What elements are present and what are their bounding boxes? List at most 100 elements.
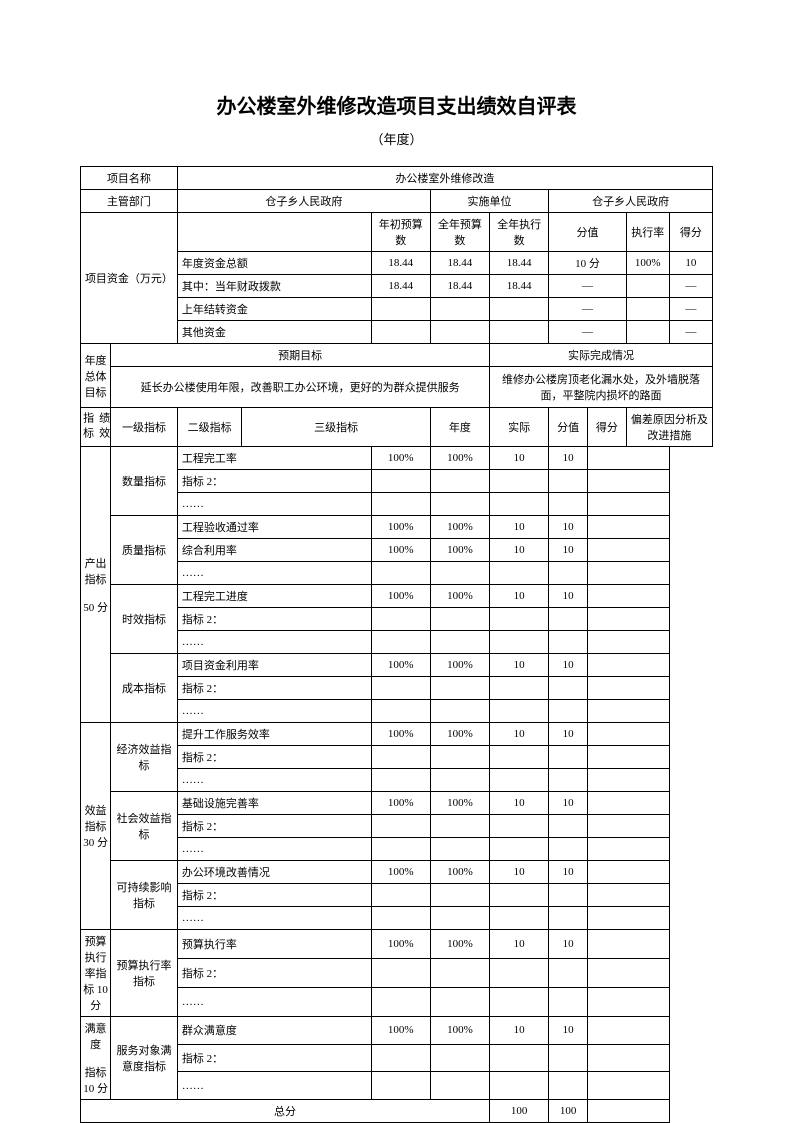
deviation-cell [587, 677, 669, 700]
label-supervisor: 主管部门 [81, 190, 178, 213]
level2-cell: 经济效益指标 [111, 723, 178, 792]
fenzhi-cell: 10 [490, 1017, 549, 1045]
level3-cell: 指标 2： [177, 815, 371, 838]
fund-r3-label: 其他资金 [177, 321, 371, 344]
deviation-cell [587, 838, 669, 861]
fenzhi-cell [490, 884, 549, 907]
level3-cell: 办公环境改善情况 [177, 861, 371, 884]
defen-cell: 10 [549, 1017, 588, 1045]
actual-cell [430, 608, 489, 631]
deviation-cell [587, 447, 669, 470]
year-target-cell: 100% [371, 654, 430, 677]
level1-cell: 满意度 指标 10 分 [81, 1017, 111, 1100]
defen-cell [549, 1044, 588, 1072]
level3-cell: …… [177, 907, 371, 930]
defen-cell: 10 [549, 447, 588, 470]
level2-cell: 成本指标 [111, 654, 178, 723]
actual-cell [430, 1072, 489, 1100]
defen-cell [549, 959, 588, 988]
fund-col0 [177, 213, 371, 252]
level3-cell: …… [177, 1072, 371, 1100]
fund-col6: 得分 [669, 213, 712, 252]
level3-cell: 提升工作服务效率 [177, 723, 371, 746]
year-target-cell [371, 493, 430, 516]
level3-cell: …… [177, 700, 371, 723]
level1-cell: 效益指标 30 分 [81, 723, 111, 930]
hdr-level2: 二级指标 [177, 408, 242, 447]
actual-cell [430, 700, 489, 723]
actual-cell: 100% [430, 1017, 489, 1045]
fund-col5: 执行率 [626, 213, 669, 252]
deviation-cell [587, 988, 669, 1017]
deviation-cell [587, 562, 669, 585]
fund-r2-v5: — [669, 298, 712, 321]
fund-col4: 分值 [549, 213, 627, 252]
defen-cell [549, 677, 588, 700]
deviation-cell [587, 930, 669, 959]
deviation-cell [587, 516, 669, 539]
actual-cell [430, 988, 489, 1017]
deviation-cell [587, 654, 669, 677]
deviation-cell [587, 907, 669, 930]
year-target-cell [371, 677, 430, 700]
level3-cell: 工程完工进度 [177, 585, 371, 608]
deviation-cell [587, 884, 669, 907]
year-target-cell [371, 959, 430, 988]
defen-cell: 10 [549, 861, 588, 884]
fund-r1-v0: 18.44 [371, 275, 430, 298]
year-target-cell [371, 631, 430, 654]
defen-cell [549, 1072, 588, 1100]
year-target-cell [371, 769, 430, 792]
level2-cell: 预算执行率指标 [111, 930, 178, 1017]
label-annual-overall: 年度总体目标 [81, 344, 111, 408]
fund-r2-v0 [371, 298, 430, 321]
fenzhi-cell [490, 700, 549, 723]
fund-r3-v3: — [549, 321, 627, 344]
defen-cell [549, 907, 588, 930]
level2-cell: 时效指标 [111, 585, 178, 654]
label-total-score: 总分 [81, 1100, 490, 1123]
actual-cell [430, 562, 489, 585]
fenzhi-cell [490, 769, 549, 792]
actual-cell: 100% [430, 861, 489, 884]
deviation-cell [587, 769, 669, 792]
deviation-cell [587, 539, 669, 562]
actual-cell: 100% [430, 930, 489, 959]
fund-r3-v2 [490, 321, 549, 344]
year-target-cell: 100% [371, 447, 430, 470]
fenzhi-cell: 10 [490, 654, 549, 677]
defen-cell [549, 838, 588, 861]
year-target-cell [371, 815, 430, 838]
year-target-cell [371, 746, 430, 769]
year-target-cell: 100% [371, 723, 430, 746]
page: 办公楼室外维修改造项目支出绩效自评表 （年度） 项目名称 办公楼室外维修改造 主… [0, 0, 793, 1122]
fund-r2-label: 上年结转资金 [177, 298, 371, 321]
defen-cell: 10 [549, 585, 588, 608]
actual-cell: 100% [430, 792, 489, 815]
level3-cell: 指标 2： [177, 677, 371, 700]
fenzhi-cell [490, 1044, 549, 1072]
defen-cell: 10 [549, 539, 588, 562]
level3-cell: 项目资金利用率 [177, 654, 371, 677]
hdr-level3: 三级指标 [242, 408, 430, 447]
level3-cell: 工程完工率 [177, 447, 371, 470]
level3-cell: …… [177, 562, 371, 585]
fund-col2: 全年预算数 [430, 213, 489, 252]
year-target-cell [371, 608, 430, 631]
defen-cell: 10 [549, 516, 588, 539]
defen-cell: 10 [549, 723, 588, 746]
deviation-cell [587, 470, 669, 493]
val-actual-completion: 维修办公楼房顶老化漏水处，及外墙脱落面，平整院内损坏的路面 [490, 367, 713, 408]
fenzhi-cell [490, 608, 549, 631]
deviation-cell [587, 746, 669, 769]
level3-cell: 指标 2： [177, 884, 371, 907]
deviation-cell [587, 723, 669, 746]
page-title: 办公楼室外维修改造项目支出绩效自评表 [80, 90, 713, 119]
level3-cell: 指标 2： [177, 959, 371, 988]
level3-cell: …… [177, 769, 371, 792]
total-fz: 100 [490, 1100, 549, 1123]
fund-r2-v4 [626, 298, 669, 321]
actual-cell [430, 815, 489, 838]
hdr-fenzhi: 分值 [549, 408, 588, 447]
deviation-cell [587, 1072, 669, 1100]
